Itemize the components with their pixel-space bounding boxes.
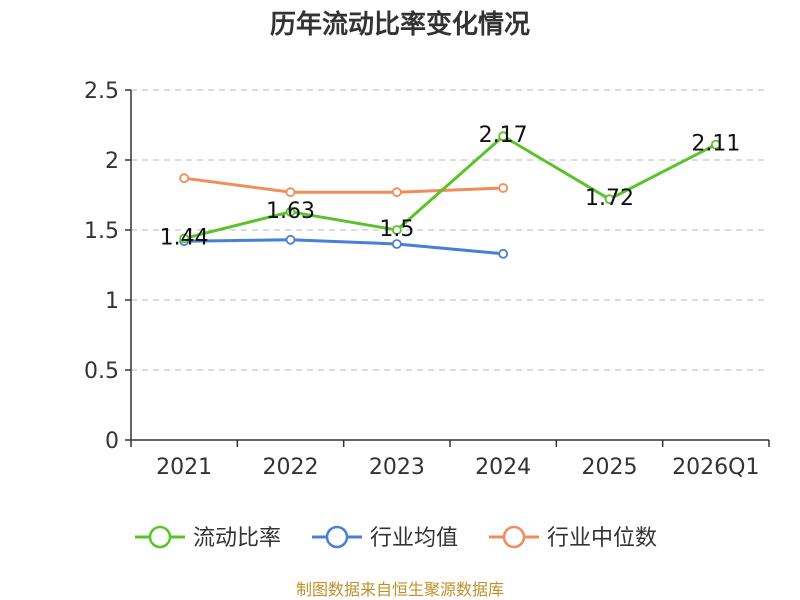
legend-item[interactable]: 行业均值 xyxy=(312,525,458,551)
x-tick-label: 2021 xyxy=(156,455,212,480)
legend-marker xyxy=(502,525,526,549)
data-point[interactable] xyxy=(285,206,296,217)
y-tick-label: 0 xyxy=(105,429,119,454)
data-point[interactable] xyxy=(391,225,402,235)
y-tick-label: 1.5 xyxy=(84,219,119,244)
legend-item[interactable]: 行业中位数 xyxy=(489,525,657,551)
data-point[interactable] xyxy=(498,131,509,142)
data-label: 2.11 xyxy=(691,132,740,157)
grid xyxy=(131,89,769,371)
legend-marker xyxy=(325,525,349,549)
source-note: 制图数据来自恒生聚源数据库 xyxy=(296,580,504,599)
series-line xyxy=(183,176,504,194)
y-tick-label: 2 xyxy=(105,149,119,174)
data-label: 1.44 xyxy=(160,225,209,250)
data-label: 1.5 xyxy=(379,217,414,242)
chart-title: 历年流动比率变化情况 xyxy=(270,9,530,40)
series-0 xyxy=(179,131,721,244)
data-point[interactable] xyxy=(179,173,190,184)
y-tick-label: 2.5 xyxy=(84,79,119,104)
y-tick-label: 1 xyxy=(105,289,119,314)
data-point[interactable] xyxy=(498,248,509,259)
data-label: 1.72 xyxy=(585,186,634,211)
x-tick-label: 2022 xyxy=(263,455,319,480)
series-line xyxy=(183,134,717,240)
legend-item[interactable]: 流动比率 xyxy=(135,525,281,551)
legend-label: 行业中位数 xyxy=(547,526,657,551)
data-point[interactable] xyxy=(604,194,615,205)
x-tick-label: 2026Q1 xyxy=(672,455,759,480)
data-label: 1.63 xyxy=(266,199,315,224)
legend-marker xyxy=(148,525,172,549)
axes: 0 0.5 1 1.5 2 2.5 2021 2022 2023 2024 2025 2026Q1 xyxy=(84,79,770,480)
x-tick-label: 2023 xyxy=(369,455,425,480)
legend-label: 流动比率 xyxy=(193,526,281,551)
data-labels: 1.44 1.63 1.5 2.17 1.72 2.11 xyxy=(160,123,741,250)
legend: 流动比率 行业均值 行业中位数 xyxy=(135,525,657,551)
legend-label: 行业均值 xyxy=(370,526,458,551)
series-group xyxy=(179,131,721,259)
data-point[interactable] xyxy=(179,233,190,244)
series-2 xyxy=(179,173,509,198)
data-point[interactable] xyxy=(285,187,296,198)
data-point[interactable] xyxy=(391,239,402,249)
series-1 xyxy=(179,234,509,259)
x-tick-label: 2025 xyxy=(582,455,638,480)
data-point[interactable] xyxy=(710,139,721,150)
data-point[interactable] xyxy=(285,234,296,245)
x-tick-label: 2024 xyxy=(475,455,531,480)
data-point[interactable] xyxy=(391,187,402,198)
data-label: 2.17 xyxy=(479,123,528,148)
data-point[interactable] xyxy=(498,183,509,193)
series-line xyxy=(184,238,504,256)
y-tick-label: 0.5 xyxy=(84,359,119,384)
